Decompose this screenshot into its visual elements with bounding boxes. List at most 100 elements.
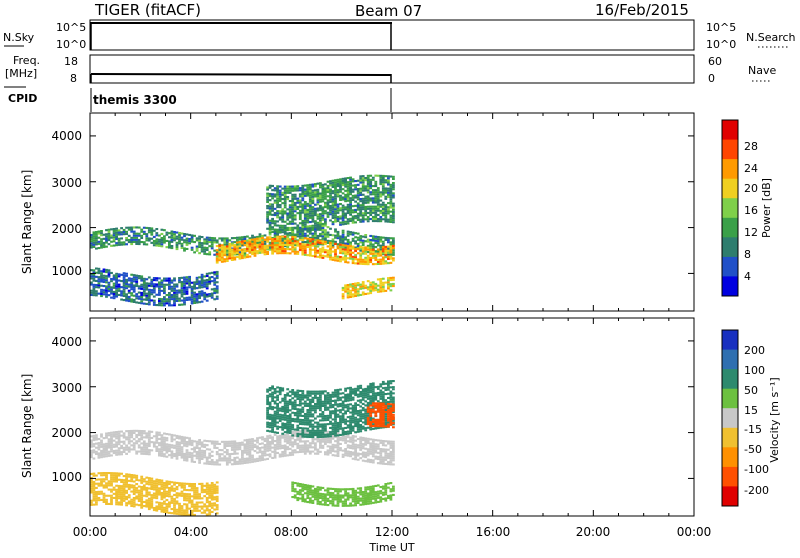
heatmap-cell — [324, 502, 327, 504]
heatmap-cell — [118, 240, 121, 242]
power-colorbar: 28 24 20 16 12 8 4 Power [dB] — [722, 120, 773, 297]
heatmap-cell — [261, 245, 264, 247]
heatmap-cell — [379, 220, 382, 222]
heatmap-cell — [284, 225, 287, 227]
heatmap-cell — [254, 236, 257, 238]
heatmap-cell — [312, 227, 315, 229]
heatmap-cell — [337, 496, 340, 498]
heatmap-cell — [296, 243, 299, 245]
heatmap-cell — [359, 198, 362, 200]
heatmap-cell — [93, 473, 96, 475]
heatmap-cell — [339, 222, 342, 224]
heatmap-cell — [362, 499, 365, 501]
heatmap-cell — [246, 445, 249, 447]
heatmap-cell — [213, 288, 216, 290]
heatmap-cell — [392, 257, 395, 259]
heatmap-cell — [100, 474, 103, 476]
heatmap-cell — [178, 509, 181, 511]
heatmap-cell — [339, 248, 342, 250]
heatmap-cell — [276, 435, 279, 437]
heatmap-cell — [183, 281, 186, 283]
heatmap-cell — [123, 291, 126, 293]
heatmap-cell — [133, 489, 136, 491]
heatmap-cell — [274, 454, 277, 456]
heatmap-cell — [364, 259, 367, 261]
heatmap-cell — [359, 221, 362, 223]
heatmap-cell — [286, 196, 289, 198]
heatmap-cell — [206, 485, 209, 487]
heatmap-cell — [176, 437, 179, 439]
heatmap-cell — [281, 198, 284, 200]
heatmap-cell — [203, 294, 206, 296]
heatmap-cell — [201, 274, 204, 276]
heatmap-cell — [349, 284, 352, 286]
heatmap-cell — [377, 208, 380, 210]
heatmap-cell — [130, 432, 133, 434]
heatmap-cell — [183, 436, 186, 438]
heatmap-cell — [110, 288, 113, 290]
heatmap-cell — [95, 495, 98, 497]
heatmap-cell — [133, 501, 136, 503]
heatmap-cell — [120, 485, 123, 487]
heatmap-cell — [271, 185, 274, 187]
heatmap-cell — [369, 492, 372, 494]
heatmap-cell — [337, 208, 340, 210]
heatmap-cell — [387, 175, 390, 177]
heatmap-cell — [309, 202, 312, 204]
heatmap-cell — [362, 246, 365, 248]
heatmap-cell — [115, 489, 118, 491]
heatmap-cell — [390, 443, 393, 445]
heatmap-cell — [312, 212, 315, 214]
heatmap-cell — [163, 296, 166, 298]
heatmap-cell — [354, 248, 357, 250]
heatmap-cell — [332, 202, 335, 204]
heatmap-cell — [364, 263, 367, 265]
heatmap-cell — [291, 242, 294, 244]
heatmap-cell — [239, 243, 242, 245]
heatmap-cell — [317, 193, 320, 195]
heatmap-cell — [284, 451, 287, 453]
heatmap-cell — [334, 494, 337, 496]
heatmap-cell — [296, 412, 299, 414]
heatmap-cell — [123, 241, 126, 243]
heatmap-cell — [161, 498, 164, 500]
heatmap-cell — [379, 290, 382, 292]
heatmap-cell — [279, 246, 282, 248]
heatmap-cell — [206, 279, 209, 281]
heatmap-cell — [155, 495, 158, 497]
heatmap-cell — [296, 451, 299, 453]
heatmap-cell — [352, 439, 355, 441]
heatmap-cell — [171, 247, 174, 249]
heatmap-cell — [271, 396, 274, 398]
heatmap-cell — [374, 175, 377, 177]
heatmap-cell — [284, 423, 287, 425]
heatmap-cell — [216, 296, 219, 298]
heatmap-cell — [334, 255, 337, 257]
heatmap-cell — [332, 446, 335, 448]
heatmap-cell — [329, 228, 332, 230]
heatmap-cell — [233, 442, 236, 444]
heatmap-cell — [279, 416, 282, 418]
heatmap-cell — [339, 449, 342, 451]
heatmap-cell — [379, 486, 382, 488]
heatmap-cell — [289, 422, 292, 424]
heatmap-cell — [133, 491, 136, 493]
heatmap-cell — [304, 246, 307, 248]
heatmap-cell — [216, 490, 219, 492]
heatmap-cell — [181, 300, 184, 302]
heatmap-cell — [108, 231, 111, 233]
heatmap-cell — [211, 484, 214, 486]
heatmap-cell — [108, 288, 111, 290]
heatmap-cell — [264, 245, 267, 247]
heatmap-cell — [279, 198, 282, 200]
heatmap-cell — [145, 489, 148, 491]
heatmap-cell — [108, 290, 111, 292]
heatmap-cell — [181, 436, 184, 438]
heatmap-cell — [344, 251, 347, 253]
heatmap-cell — [98, 493, 101, 495]
heatmap-cell — [186, 506, 189, 508]
heatmap-cell — [269, 416, 272, 418]
heatmap-cell — [201, 294, 204, 296]
heatmap-cell — [135, 285, 138, 287]
heatmap-cell — [123, 441, 126, 443]
